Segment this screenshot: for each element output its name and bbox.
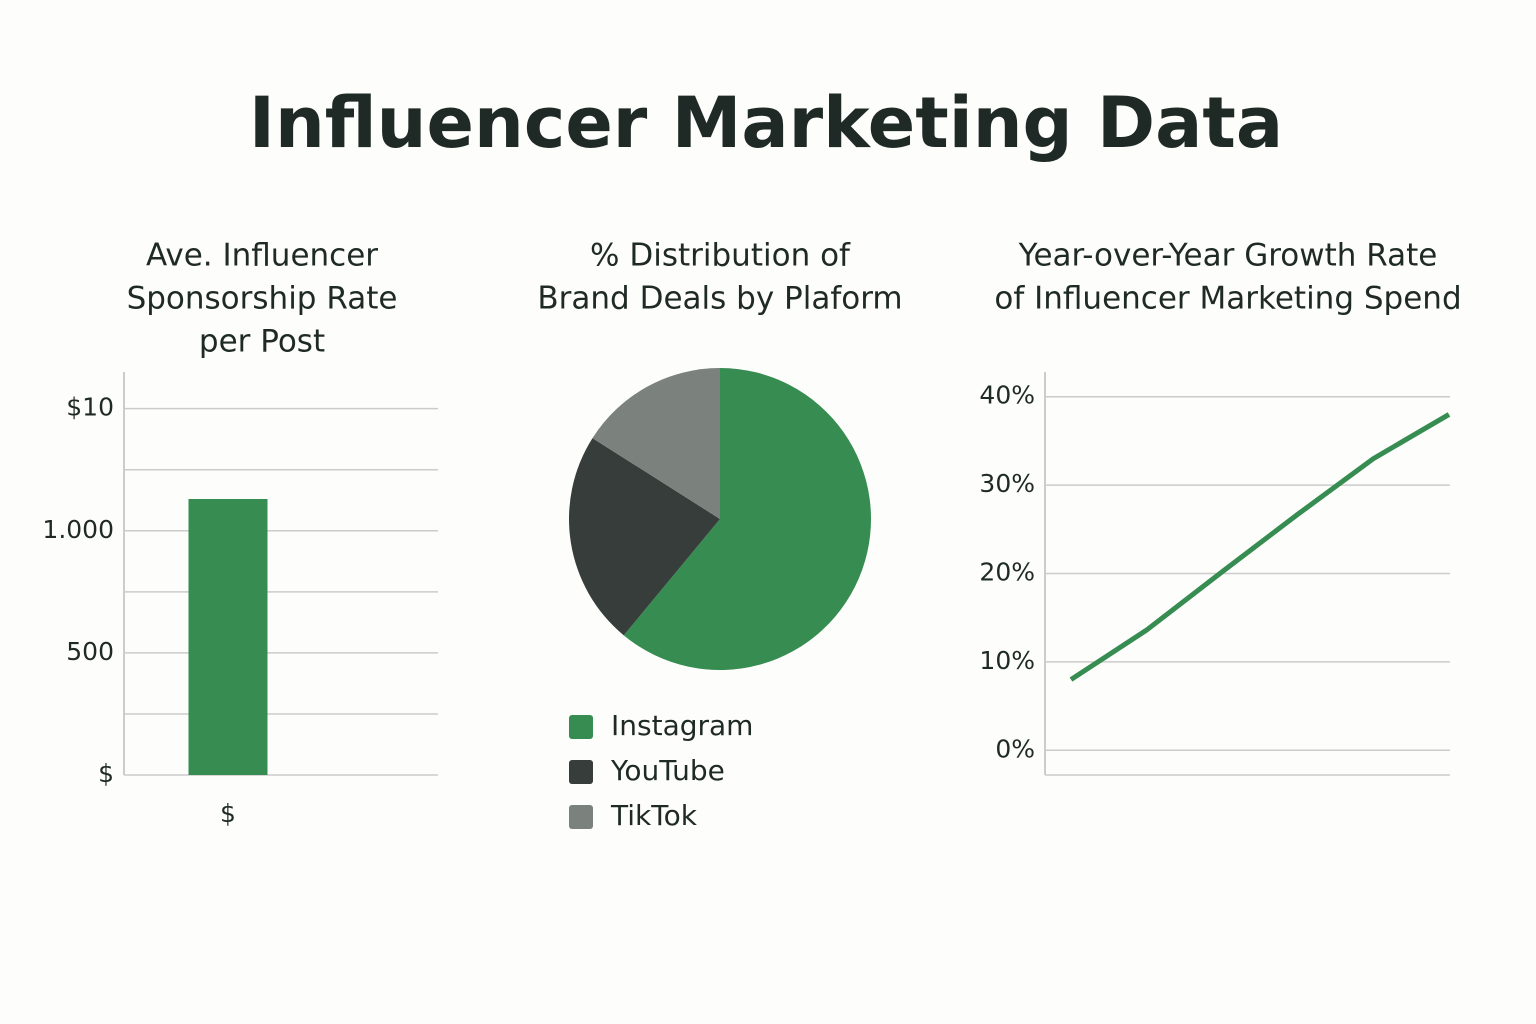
- y-tick-label: 20%: [979, 558, 1035, 587]
- page-title: Influencer Marketing Data: [249, 82, 1283, 164]
- pie-slice: [569, 438, 720, 636]
- legend-label: TikTok: [610, 799, 698, 832]
- chart-title: of Influencer Marketing Spend: [994, 281, 1461, 317]
- legend-label: Instagram: [611, 709, 753, 742]
- legend-swatch: [569, 715, 593, 739]
- chart-title: Sponsorship Rate: [127, 281, 398, 317]
- y-tick-label: 1.000: [42, 515, 114, 544]
- legend-swatch: [569, 805, 593, 829]
- y-tick-label: 0%: [995, 734, 1035, 763]
- chart-title: Brand Deals by Plaform: [537, 281, 902, 317]
- chart-title: per Post: [199, 324, 325, 360]
- y-tick-label: 10%: [979, 646, 1035, 675]
- y-tick-label: $10: [66, 393, 114, 422]
- line-series: [1069, 412, 1451, 682]
- pie-slice: [592, 368, 720, 519]
- x-tick-label: $: [220, 799, 236, 828]
- legend-label: YouTube: [610, 754, 725, 787]
- y-tick-label: 40%: [979, 381, 1035, 410]
- legend-swatch: [569, 760, 593, 784]
- y-tick-label: 30%: [979, 469, 1035, 498]
- bar: [188, 499, 268, 775]
- y-tick-label: $: [98, 759, 114, 788]
- chart-title: Ave. Influencer: [146, 238, 378, 274]
- y-tick-label: 500: [66, 637, 114, 666]
- pie-slice: [623, 367, 872, 670]
- chart-title: Year-over-Year Growth Rate: [1018, 238, 1438, 274]
- chart-title: % Distribution of: [590, 238, 851, 274]
